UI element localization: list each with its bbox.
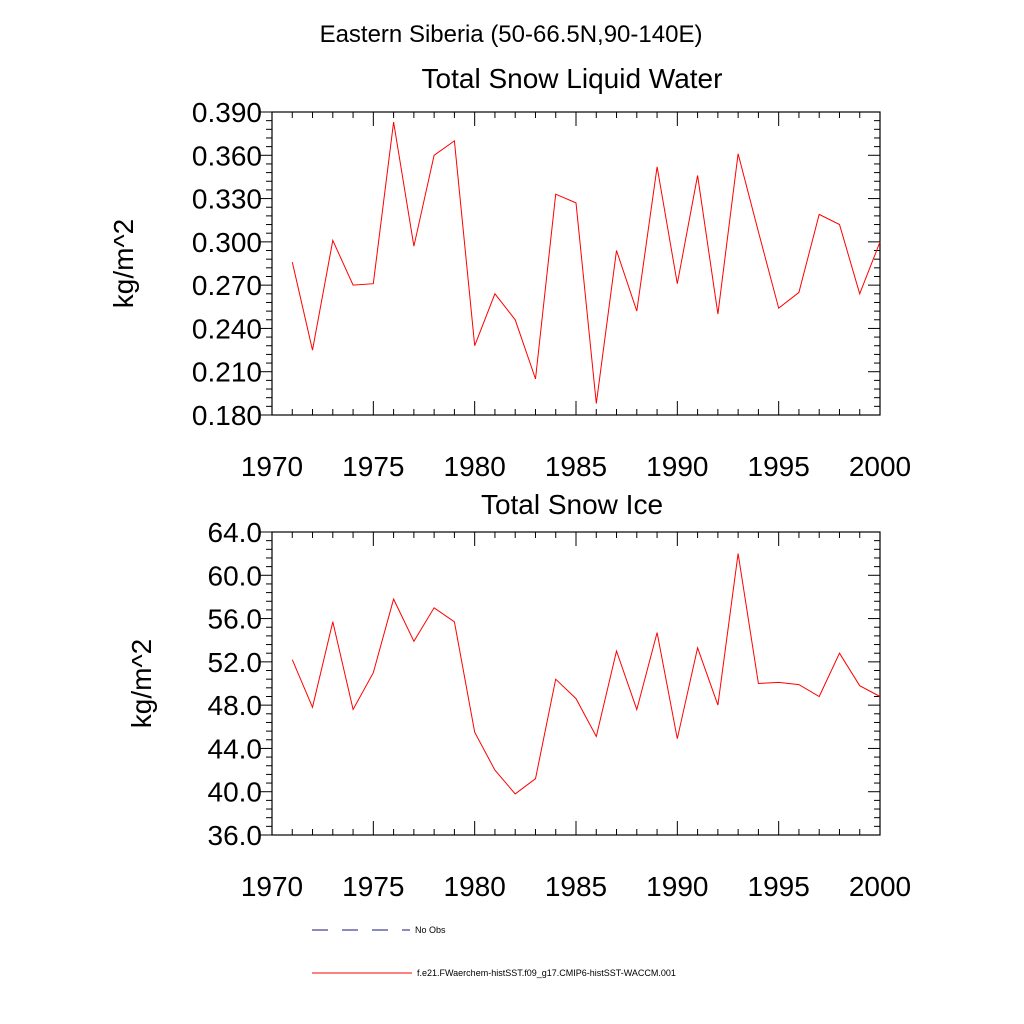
y-tick-label: 44.0 xyxy=(208,733,263,764)
y-tick-label: 40.0 xyxy=(208,777,263,808)
x-tick-label: 1970 xyxy=(241,451,303,482)
plot-frame xyxy=(271,111,881,416)
x-tick-label: 1990 xyxy=(646,451,708,482)
x-tick-label: 1995 xyxy=(748,451,810,482)
y-tick-label: 36.0 xyxy=(208,820,263,851)
y-tick-label: 48.0 xyxy=(208,690,263,721)
x-tick-label: 1995 xyxy=(748,871,810,902)
x-tick-label: 1985 xyxy=(545,451,607,482)
legend-item: f.e21.FWaerchem-histSST.f09_g17.CMIP6-hi… xyxy=(312,968,676,978)
chart-panel-2: Total Snow Ice 1970 1975 1980 1985 1990 1995 20… xyxy=(126,489,911,902)
x-tick-label: 1975 xyxy=(342,451,404,482)
series-line xyxy=(291,122,881,404)
y-tick-label: 56.0 xyxy=(208,604,263,635)
x-tick-label: 2000 xyxy=(849,451,911,482)
plot-title: Total Snow Liquid Water xyxy=(422,63,723,94)
x-tick-label: 1985 xyxy=(545,871,607,902)
y-tick-label: 0.210 xyxy=(192,357,262,388)
legend: No Obs f.e21.FWaerchem-histSST.f09_g17.CM… xyxy=(312,925,676,978)
x-tick-label: 1980 xyxy=(444,451,506,482)
y-tick-label: 64.0 xyxy=(208,517,263,548)
y-tick-label: 60.0 xyxy=(208,560,263,591)
y-tick-label: 0.270 xyxy=(192,270,262,301)
y-tick-label: 0.180 xyxy=(192,400,262,431)
y-axis-label: kg/m^2 xyxy=(108,219,139,308)
x-tick-label: 1990 xyxy=(646,871,708,902)
y-tick-label: 0.360 xyxy=(192,140,262,171)
x-tick-label: 1980 xyxy=(444,871,506,902)
y-tick-label: 0.330 xyxy=(192,184,262,215)
chart-panels: Total Snow Liquid Water 1970 1975 1980 1985 1… xyxy=(108,63,911,902)
y-tick-label: 0.390 xyxy=(192,97,262,128)
y-tick-label: 52.0 xyxy=(208,647,263,678)
x-tick-label: 1975 xyxy=(342,871,404,902)
y-tick-label: 0.240 xyxy=(192,313,262,344)
plot-title: Total Snow Ice xyxy=(481,489,663,520)
x-tick-label: 1970 xyxy=(241,871,303,902)
chart-panel-1: Total Snow Liquid Water 1970 1975 1980 1985 1… xyxy=(108,63,911,482)
series-line xyxy=(291,553,881,795)
legend-label: No Obs xyxy=(415,925,446,935)
y-axis-label: kg/m^2 xyxy=(126,639,157,728)
x-tick-label: 2000 xyxy=(849,871,911,902)
legend-label: f.e21.FWaerchem-histSST.f09_g17.CMIP6-hi… xyxy=(417,968,676,978)
y-tick-label: 0.300 xyxy=(192,227,262,258)
page-title: Eastern Siberia (50-66.5N,90-140E) xyxy=(320,21,703,48)
legend-item: No Obs xyxy=(312,925,446,935)
